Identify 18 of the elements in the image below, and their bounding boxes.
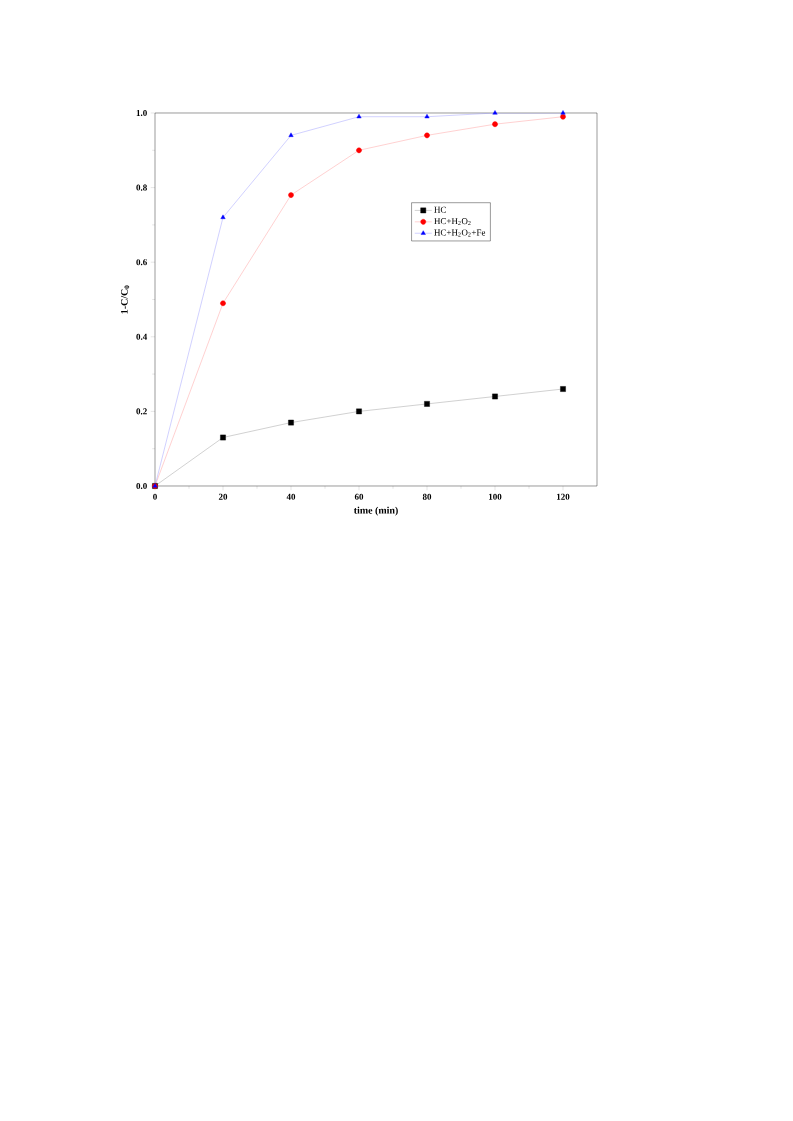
x-tick-label: 100: [489, 493, 502, 500]
y-axis-title: 1-C/C$_{0}$: [121, 285, 130, 314]
legend-label: HC+H$_{2}$O$_{2}$+Fe: [434, 229, 486, 237]
y-tick-label: 0.2: [136, 408, 147, 415]
x-tick-label: 80: [422, 493, 432, 500]
legend-label: HC+H$_{2}$O$_{2}$: [434, 218, 471, 226]
y-tick-label: 0.8: [136, 184, 147, 191]
legend-label: HC: [434, 206, 446, 213]
x-tick-label: 60: [354, 493, 364, 500]
y-tick-label: 0.0: [136, 482, 147, 490]
x-axis-title: time (min): [353, 506, 398, 516]
x-tick-label: 20: [218, 493, 228, 500]
x-tick-label: 40: [286, 493, 296, 500]
x-tick-label: 0: [153, 493, 157, 500]
y-tick-label: 0.6: [136, 259, 147, 266]
y-tick-label: 0.4: [136, 333, 148, 340]
y-tick-label: 1.0: [136, 109, 147, 117]
x-tick-label: 120: [557, 493, 570, 500]
